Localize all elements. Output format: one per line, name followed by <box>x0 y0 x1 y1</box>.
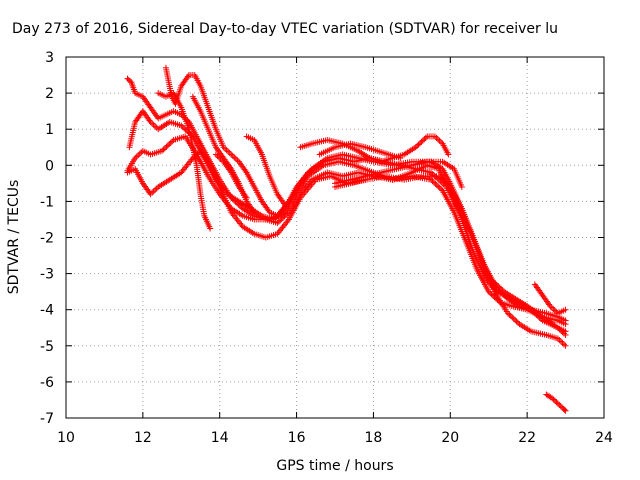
series-track-5 <box>162 64 569 335</box>
y-tick-label: -4 <box>40 303 54 319</box>
y-tick-label: -5 <box>40 339 54 355</box>
series-track-15 <box>543 391 569 414</box>
y-tick-label: 2 <box>45 86 54 102</box>
y-tick-label: -2 <box>40 231 54 247</box>
x-tick-label: 20 <box>441 430 459 446</box>
y-tick-label: 3 <box>45 50 54 66</box>
x-tick-label: 14 <box>211 430 229 446</box>
x-tick-label: 24 <box>595 430 613 446</box>
y-tick-label: 0 <box>45 158 54 174</box>
series-track-1 <box>124 75 569 324</box>
y-axis-label: SDTVAR / TECUs <box>6 180 22 295</box>
x-tick-label: 16 <box>288 430 306 446</box>
y-tick-label: 1 <box>45 122 54 138</box>
tick-marks <box>65 56 605 419</box>
y-tick-label: -1 <box>40 194 54 210</box>
x-tick-label: 22 <box>518 430 536 446</box>
series-track-12 <box>332 158 465 190</box>
series-track-9 <box>212 151 250 201</box>
series-track-13 <box>332 176 369 190</box>
chart-title: Day 273 of 2016, Sidereal Day-to-day VTE… <box>12 21 558 37</box>
series-track-14 <box>531 281 569 317</box>
y-tick-label: -7 <box>40 411 54 427</box>
series-track-6 <box>155 90 214 232</box>
x-tick-label: 18 <box>365 430 383 446</box>
series-track-8 <box>243 133 289 209</box>
series-track-11 <box>316 140 404 162</box>
x-tick-label: 10 <box>57 430 75 446</box>
y-tick-label: -3 <box>40 267 54 283</box>
x-axis-label: GPS time / hours <box>276 458 393 474</box>
grid-layer <box>66 57 604 418</box>
x-tick-label: 12 <box>134 430 152 446</box>
data-points <box>124 64 569 414</box>
y-tick-label: -6 <box>40 375 54 391</box>
